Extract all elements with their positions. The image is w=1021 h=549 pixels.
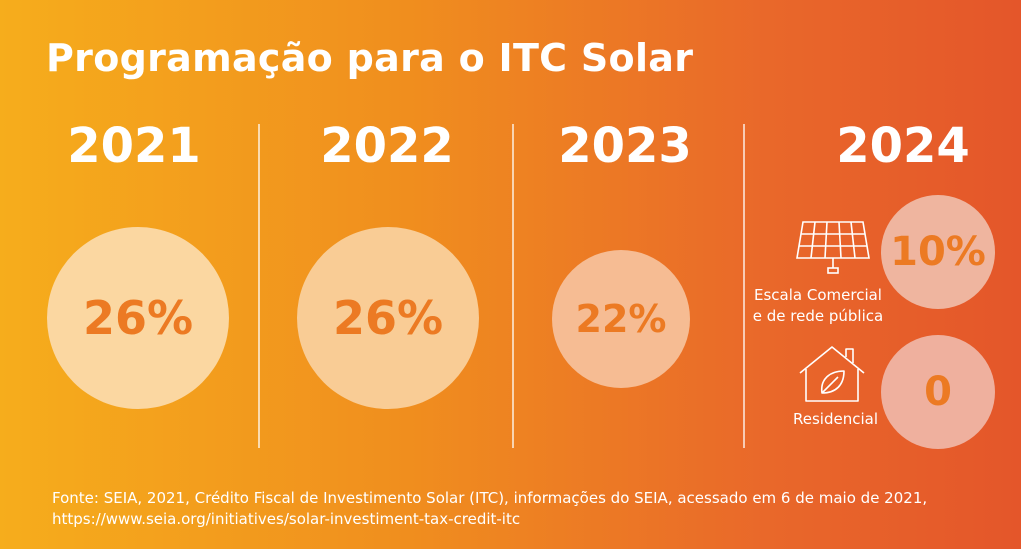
rate-circle-2021: 26% [47,227,229,409]
residential-label: Residencial [793,410,878,428]
page-title: Programação para o ITC Solar [46,36,694,80]
year-2024-heading: 2024 [836,118,970,174]
commercial-label-line1: Escala Comercial [754,286,882,304]
rate-value-2023: 22% [575,297,667,341]
source-note: Fonte: SEIA, 2021, Crédito Fiscal de Inv… [52,488,927,530]
rate-value-2024-commercial: 10% [890,229,986,275]
house-leaf-icon [796,343,868,409]
rate-circle-2022: 26% [297,227,479,409]
year-2022-heading: 2022 [320,118,454,174]
rate-value-2021: 26% [82,291,194,345]
commercial-label-line2: e de rede pública [752,307,884,325]
source-line1: Fonte: SEIA, 2021, Crédito Fiscal de Inv… [52,489,928,507]
rate-value-2022: 26% [332,291,444,345]
column-divider [743,124,745,448]
rate-circle-2024-commercial: 10% [881,195,995,309]
rate-circle-2023: 22% [552,250,690,388]
column-divider [512,124,514,448]
source-link[interactable]: https://www.seia.org/initiatives/solar-i… [52,510,521,528]
column-divider [258,124,260,448]
solar-panel-icon [795,220,871,280]
rate-value-2024-residential: 0 [924,369,952,415]
year-2021-heading: 2021 [67,118,201,174]
year-2023-heading: 2023 [558,118,692,174]
rate-circle-2024-residential: 0 [881,335,995,449]
commercial-label: Escala Comercial e de rede pública [747,285,889,327]
